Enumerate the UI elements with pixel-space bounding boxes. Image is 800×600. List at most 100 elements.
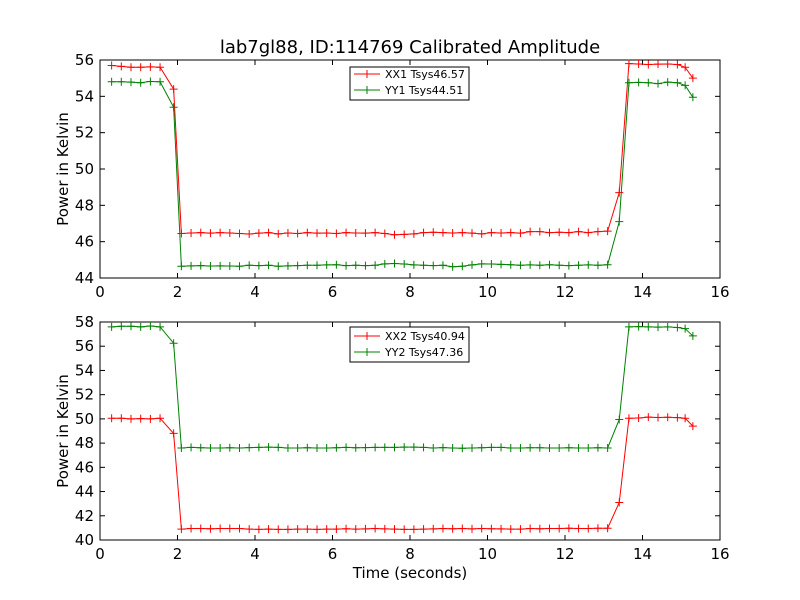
data-point [187, 228, 196, 237]
data-point [254, 261, 263, 270]
data-point [303, 525, 312, 534]
data-point [206, 524, 215, 533]
data-point [293, 525, 302, 534]
data-point [245, 525, 254, 534]
data-point [555, 524, 564, 533]
y-tick-label: 52 [75, 124, 94, 142]
data-point [225, 443, 234, 452]
data-point [526, 227, 535, 236]
data-point [438, 261, 447, 270]
data-point [663, 60, 672, 68]
x-tick-label: 14 [633, 545, 652, 563]
y-tick-label: 48 [75, 196, 94, 214]
data-point [390, 525, 399, 534]
data-point [526, 524, 535, 533]
data-point [351, 443, 360, 452]
data-point [545, 443, 554, 452]
data-point [438, 524, 447, 533]
data-point [245, 261, 254, 270]
data-point [245, 443, 254, 452]
x-tick-label: 6 [328, 283, 338, 301]
data-point [293, 261, 302, 270]
data-point [673, 60, 682, 69]
x-tick-label: 12 [555, 283, 574, 301]
data-point [361, 443, 370, 452]
data-point [624, 59, 633, 68]
data-point [342, 261, 351, 270]
y-tick-label: 54 [75, 361, 94, 379]
data-point [361, 261, 370, 270]
data-point [371, 228, 380, 237]
data-point [283, 525, 292, 534]
data-point [127, 78, 135, 87]
data-point [438, 228, 447, 237]
data-point [254, 229, 263, 238]
legend-marker-yy2 [363, 348, 371, 356]
legend-marker-yy1 [363, 86, 371, 94]
data-point [351, 228, 360, 237]
data-point [235, 262, 244, 271]
data-point [497, 443, 506, 452]
data-point [216, 261, 225, 270]
data-point [497, 228, 506, 237]
y-tick-label: 44 [75, 483, 94, 501]
data-point [169, 103, 178, 112]
data-point [644, 78, 653, 87]
x-tick-label: 12 [555, 545, 574, 563]
data-point [448, 524, 457, 533]
data-point [380, 259, 389, 268]
data-point [235, 524, 244, 533]
data-point [487, 524, 496, 533]
data-point [371, 443, 380, 452]
legend-box-top [349, 66, 470, 101]
data-point [681, 81, 690, 90]
legend-box-bottom [349, 326, 470, 363]
data-point [477, 443, 486, 452]
data-point [535, 261, 544, 270]
data-point [322, 228, 331, 237]
data-point [634, 78, 643, 87]
data-point [235, 443, 244, 452]
data-point [283, 228, 292, 237]
data-point [332, 260, 341, 269]
data-point [506, 260, 515, 269]
data-point [644, 413, 653, 422]
data-point [361, 524, 370, 533]
y-tick-label: 50 [75, 410, 94, 428]
data-point [506, 228, 515, 237]
data-point [654, 79, 662, 88]
data-point [673, 323, 682, 332]
data-point [419, 228, 428, 237]
data-point [688, 331, 697, 340]
data-point [216, 524, 225, 533]
data-point [564, 524, 573, 533]
data-point [624, 78, 633, 87]
data-point [127, 322, 135, 331]
data-point [506, 443, 515, 452]
data-point [146, 414, 155, 423]
data-point [196, 524, 205, 533]
data-point [342, 228, 351, 237]
data-point [545, 228, 554, 237]
data-point [225, 262, 234, 271]
data-point [380, 229, 389, 238]
legend-label-xx2: XX2 Tsys40.94 [385, 330, 465, 343]
data-point [584, 524, 593, 533]
data-point [351, 525, 360, 534]
data-point [603, 260, 612, 269]
data-point [555, 443, 564, 452]
data-point [429, 443, 438, 452]
data-point [156, 322, 165, 331]
data-point [177, 443, 186, 452]
legend-label-yy1: YY1 Tsys44.51 [384, 84, 463, 97]
legend-top: XX1 Tsys46.57 YY1 Tsys44.51 [349, 66, 470, 101]
data-point [487, 260, 496, 269]
subplot-top: Power in Kelvin 0 2 4 6 8 10 12 14 1644464850525… [54, 51, 730, 301]
data-point [283, 261, 292, 270]
y-tick-label: 54 [75, 87, 94, 105]
data-point [274, 525, 283, 534]
data-point [468, 443, 476, 452]
data-point [264, 525, 273, 534]
data-point [615, 498, 624, 507]
